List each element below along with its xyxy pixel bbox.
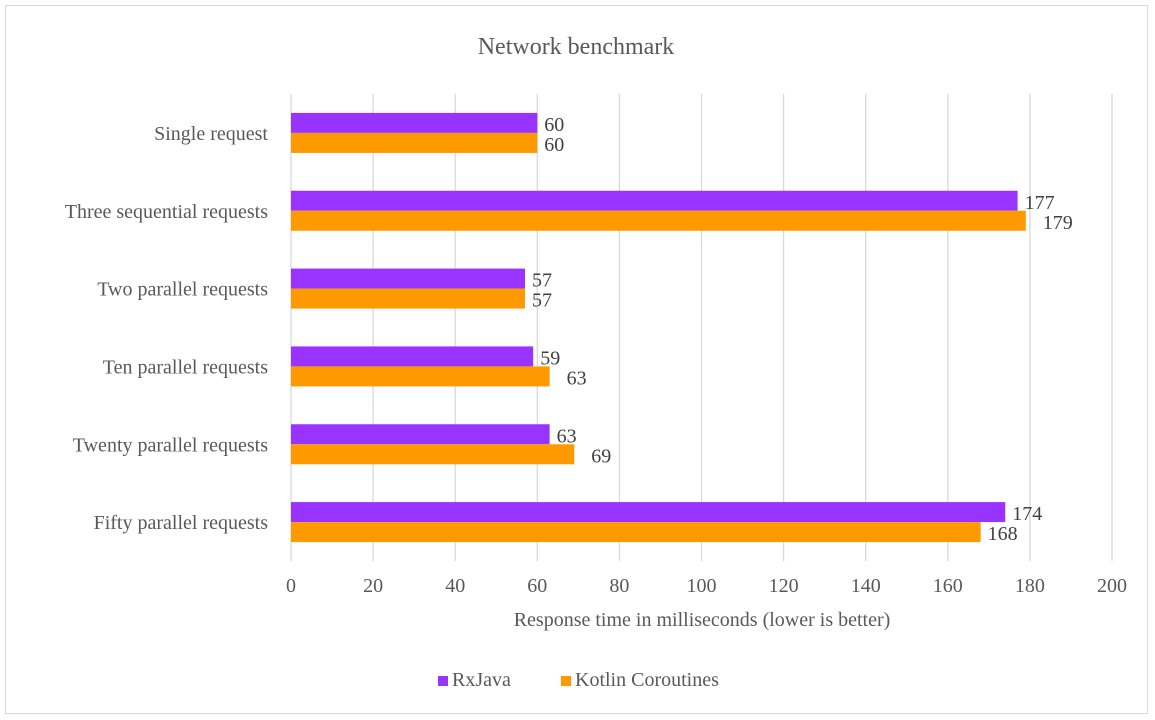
chart-frame <box>5 5 1148 714</box>
data-label: 179 <box>1043 212 1073 234</box>
category-label: Twenty parallel requests <box>73 434 268 456</box>
category-label: Ten parallel requests <box>103 356 268 378</box>
x-tick-label: 100 <box>687 575 717 597</box>
x-tick-label: 120 <box>769 575 799 597</box>
bar-rxjava <box>291 268 525 289</box>
category-label: Two parallel requests <box>97 279 268 301</box>
bar-kotlin-coroutines <box>291 522 981 543</box>
data-label: 177 <box>1025 192 1055 214</box>
bars <box>291 112 1026 543</box>
data-label: 60 <box>544 114 564 136</box>
x-axis-ticks: 0 20 40 60 80 100 120 140 160 180 200 <box>286 575 1127 597</box>
data-label: 69 <box>591 445 611 467</box>
bar-rxjava <box>291 190 1018 211</box>
bar-rxjava <box>291 346 534 367</box>
x-tick-label: 20 <box>363 575 383 597</box>
x-tick-label: 200 <box>1097 575 1127 597</box>
bar-kotlin-coroutines <box>291 210 1026 231</box>
data-label: 59 <box>540 347 560 369</box>
x-tick-label: 60 <box>527 575 547 597</box>
data-label: 57 <box>532 290 552 312</box>
bar-rxjava <box>291 424 550 445</box>
bar-kotlin-coroutines <box>291 132 538 153</box>
bar-kotlin-coroutines <box>291 444 575 465</box>
bar-kotlin-coroutines <box>291 366 550 387</box>
legend-swatch <box>561 676 571 686</box>
x-tick-label: 180 <box>1015 575 1045 597</box>
category-label: Three sequential requests <box>65 201 268 223</box>
category-labels: Single request Three sequential requests T… <box>65 123 269 534</box>
category-label: Fifty parallel requests <box>94 512 269 534</box>
data-label: 168 <box>988 523 1018 545</box>
chart-title: Network benchmark <box>478 34 675 60</box>
data-label: 174 <box>1012 503 1042 525</box>
data-label: 57 <box>532 270 552 292</box>
x-tick-label: 140 <box>851 575 881 597</box>
data-label: 60 <box>544 134 564 156</box>
x-axis-label: Response time in milliseconds (lower is … <box>514 609 891 631</box>
data-label: 63 <box>557 425 577 447</box>
legend-label: RxJava <box>452 669 511 691</box>
bar-rxjava <box>291 502 1006 523</box>
bar-kotlin-coroutines <box>291 288 525 309</box>
bar-rxjava <box>291 112 538 133</box>
legend: RxJava Kotlin Coroutines <box>438 669 719 691</box>
x-tick-label: 40 <box>445 575 465 597</box>
category-label: Single request <box>154 123 268 145</box>
legend-swatch <box>438 676 448 686</box>
gridlines <box>290 94 1113 561</box>
data-label: 63 <box>567 367 587 389</box>
x-tick-label: 0 <box>286 575 296 597</box>
x-tick-label: 80 <box>609 575 629 597</box>
x-tick-label: 160 <box>933 575 963 597</box>
legend-label: Kotlin Coroutines <box>575 669 719 691</box>
